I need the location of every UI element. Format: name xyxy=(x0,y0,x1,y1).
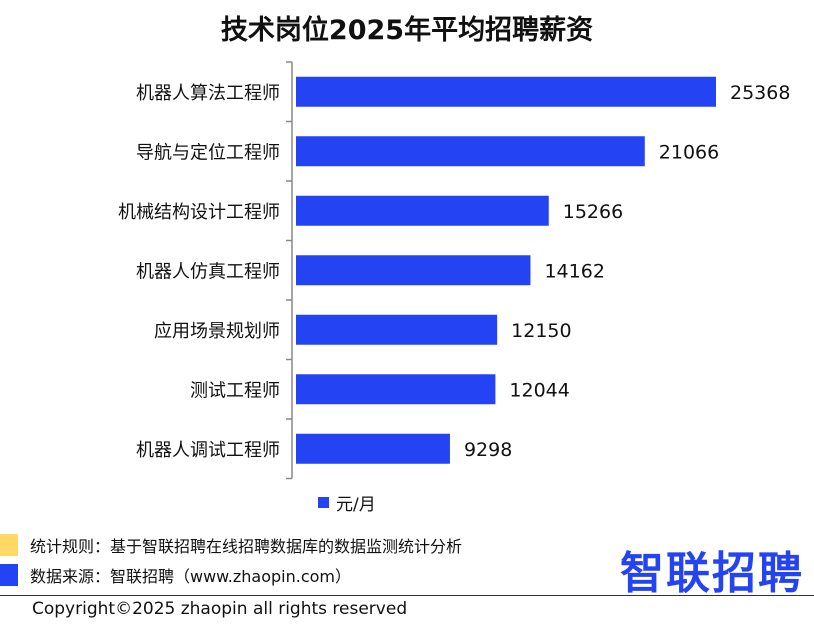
note-source: 数据来源：智联招聘（www.zhaopin.com） xyxy=(0,563,351,587)
category-label: 导航与定位工程师 xyxy=(136,142,280,163)
category-label: 应用场景规划师 xyxy=(154,321,280,342)
data-label: 14162 xyxy=(544,260,604,282)
note-source-text: 数据来源：智联招聘（www.zhaopin.com） xyxy=(30,567,352,586)
legend: 元/月 xyxy=(318,490,376,515)
copyright-text: Copyright©2025 zhaopin all rights reserv… xyxy=(32,599,408,619)
bar xyxy=(296,374,496,405)
bar xyxy=(296,255,531,286)
zhaopin-logo: 智联招聘 xyxy=(620,548,804,599)
category-label: 测试工程师 xyxy=(190,380,280,401)
legend-swatch xyxy=(318,497,329,508)
data-label: 21066 xyxy=(659,141,719,163)
note-yellow-marker xyxy=(0,534,18,556)
bar xyxy=(296,433,450,464)
category-label: 机器人算法工程师 xyxy=(136,83,280,104)
bar xyxy=(296,314,498,345)
note-rule: 统计规则：基于智联招聘在线招聘数据库的数据监测统计分析 xyxy=(0,533,462,557)
bar xyxy=(296,195,549,226)
data-label: 12044 xyxy=(509,379,569,401)
bar xyxy=(296,136,645,167)
bar xyxy=(296,76,716,107)
note-rule-text: 统计规则：基于智联招聘在线招聘数据库的数据监测统计分析 xyxy=(30,537,463,556)
footer-divider xyxy=(0,595,814,596)
data-label: 15266 xyxy=(563,201,623,223)
chart-title: 技术岗位2025年平均招聘薪资 xyxy=(220,15,594,46)
category-label: 机器人仿真工程师 xyxy=(136,261,280,282)
category-label: 机械结构设计工程师 xyxy=(118,202,280,223)
bar-chart: 机器人算法工程师 25368 导航与定位工程师 21066 机械结构设计工程师 15266… xyxy=(118,61,790,480)
note-blue-marker xyxy=(0,564,18,586)
legend-label: 元/月 xyxy=(336,495,376,515)
data-label: 25368 xyxy=(730,82,790,104)
data-label: 9298 xyxy=(464,439,512,461)
category-label: 机器人调试工程师 xyxy=(136,440,280,461)
data-label: 12150 xyxy=(511,320,571,342)
